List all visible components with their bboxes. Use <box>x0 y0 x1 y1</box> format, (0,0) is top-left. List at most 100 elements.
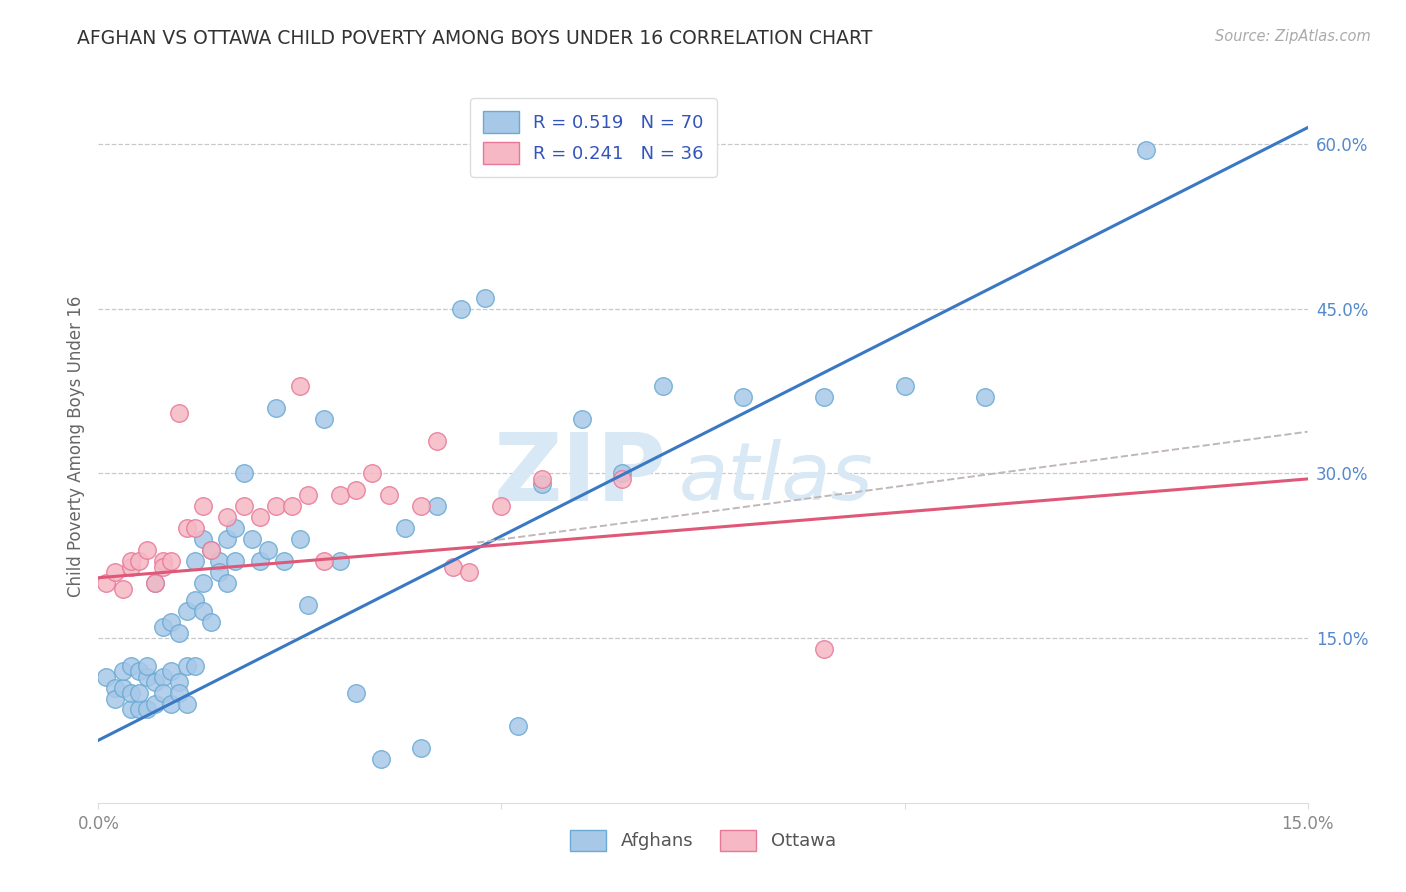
Point <box>103 681 125 695</box>
Point <box>297 488 319 502</box>
Point <box>152 554 174 568</box>
Point <box>167 675 190 690</box>
Point <box>232 500 254 514</box>
Point <box>208 554 231 568</box>
Point <box>329 488 352 502</box>
Point <box>200 543 222 558</box>
Point <box>193 533 215 547</box>
Point <box>281 500 304 514</box>
Point <box>314 554 336 568</box>
Point <box>813 642 835 657</box>
Point <box>288 533 311 547</box>
Point <box>240 533 263 547</box>
Point <box>120 554 142 568</box>
Point <box>193 576 215 591</box>
Point <box>135 669 157 683</box>
Point <box>120 686 142 700</box>
Text: atlas: atlas <box>679 439 873 517</box>
Point <box>273 554 295 568</box>
Point <box>530 472 553 486</box>
Point <box>217 533 239 547</box>
Legend: Afghans, Ottawa: Afghans, Ottawa <box>562 822 844 858</box>
Point <box>217 510 239 524</box>
Point <box>111 681 134 695</box>
Point <box>208 566 231 580</box>
Point <box>314 411 336 425</box>
Point <box>450 301 472 316</box>
Point <box>530 477 553 491</box>
Point <box>249 510 271 524</box>
Point <box>184 554 207 568</box>
Point <box>135 543 157 558</box>
Point <box>224 521 246 535</box>
Point <box>370 752 392 766</box>
Point <box>143 576 166 591</box>
Point <box>409 500 432 514</box>
Point <box>184 658 207 673</box>
Point <box>176 604 198 618</box>
Point <box>184 592 207 607</box>
Point <box>491 500 513 514</box>
Point <box>176 521 198 535</box>
Y-axis label: Child Poverty Among Boys Under 16: Child Poverty Among Boys Under 16 <box>66 295 84 597</box>
Point <box>200 543 222 558</box>
Point <box>152 686 174 700</box>
Point <box>152 669 174 683</box>
Point <box>160 664 183 678</box>
Point <box>571 411 593 425</box>
Point <box>184 521 207 535</box>
Point <box>506 719 529 733</box>
Point <box>249 554 271 568</box>
Point <box>120 658 142 673</box>
Point <box>152 620 174 634</box>
Point <box>256 543 278 558</box>
Point <box>160 697 183 711</box>
Point <box>176 658 198 673</box>
Point <box>612 467 634 481</box>
Point <box>426 500 449 514</box>
Point <box>893 378 915 392</box>
Point <box>217 576 239 591</box>
Point <box>135 702 157 716</box>
Point <box>394 521 416 535</box>
Point <box>176 697 198 711</box>
Point <box>111 664 134 678</box>
Point <box>193 500 215 514</box>
Point <box>224 554 246 568</box>
Point <box>128 554 150 568</box>
Point <box>96 669 118 683</box>
Point <box>264 401 287 415</box>
Point <box>167 686 190 700</box>
Point <box>232 467 254 481</box>
Point <box>128 686 150 700</box>
Point <box>974 390 997 404</box>
Point <box>612 472 634 486</box>
Point <box>167 406 190 420</box>
Point <box>409 740 432 755</box>
Text: ZIP: ZIP <box>494 428 666 521</box>
Point <box>143 675 166 690</box>
Point <box>103 566 125 580</box>
Point <box>377 488 399 502</box>
Point <box>297 598 319 612</box>
Point <box>96 576 118 591</box>
Point <box>344 686 367 700</box>
Point <box>167 625 190 640</box>
Point <box>474 291 496 305</box>
Point <box>152 559 174 574</box>
Point <box>120 702 142 716</box>
Point <box>103 691 125 706</box>
Point <box>128 664 150 678</box>
Point <box>441 559 464 574</box>
Point <box>1135 143 1157 157</box>
Point <box>288 378 311 392</box>
Point <box>160 554 183 568</box>
Point <box>143 697 166 711</box>
Point <box>733 390 755 404</box>
Point <box>361 467 384 481</box>
Point <box>111 582 134 596</box>
Point <box>128 702 150 716</box>
Point <box>193 604 215 618</box>
Point <box>120 559 142 574</box>
Point <box>426 434 449 448</box>
